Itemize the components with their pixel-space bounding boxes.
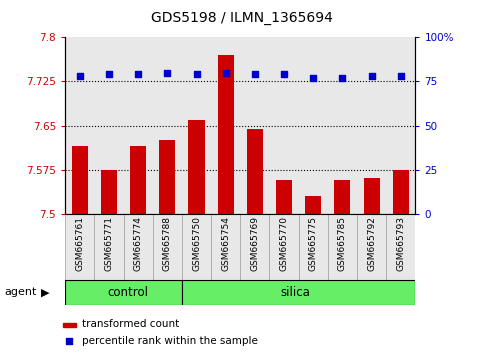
Bar <box>386 214 415 280</box>
Bar <box>94 214 124 280</box>
Bar <box>270 214 298 280</box>
Point <box>339 75 346 81</box>
Text: percentile rank within the sample: percentile rank within the sample <box>82 336 258 346</box>
Text: agent: agent <box>5 287 37 297</box>
Point <box>193 72 200 77</box>
Bar <box>65 280 182 305</box>
Text: GDS5198 / ILMN_1365694: GDS5198 / ILMN_1365694 <box>151 11 332 25</box>
Text: GSM665785: GSM665785 <box>338 216 347 271</box>
Bar <box>182 214 211 280</box>
Text: GSM665761: GSM665761 <box>75 216 85 271</box>
Bar <box>188 120 204 214</box>
Point <box>222 70 229 75</box>
Text: GSM665754: GSM665754 <box>221 216 230 271</box>
Bar <box>247 129 263 214</box>
Point <box>397 73 405 79</box>
Bar <box>72 146 88 214</box>
Bar <box>276 180 292 214</box>
Point <box>105 72 113 77</box>
Point <box>368 73 375 79</box>
Point <box>280 72 288 77</box>
Bar <box>241 214 270 280</box>
Bar <box>328 214 357 280</box>
Text: GSM665770: GSM665770 <box>280 216 288 271</box>
Text: ▶: ▶ <box>41 287 50 297</box>
Bar <box>357 214 386 280</box>
Bar <box>153 214 182 280</box>
Text: GSM665793: GSM665793 <box>396 216 405 271</box>
Bar <box>334 180 351 214</box>
Bar <box>124 214 153 280</box>
Text: transformed count: transformed count <box>82 319 179 330</box>
Bar <box>130 146 146 214</box>
Text: GSM665788: GSM665788 <box>163 216 172 271</box>
Text: GSM665774: GSM665774 <box>134 216 142 271</box>
Point <box>65 338 73 343</box>
Bar <box>393 170 409 214</box>
Bar <box>218 55 234 214</box>
Bar <box>298 214 328 280</box>
Text: GSM665775: GSM665775 <box>309 216 318 271</box>
Bar <box>305 196 321 214</box>
Text: silica: silica <box>281 286 311 299</box>
Point <box>251 72 259 77</box>
Bar <box>65 214 94 280</box>
Bar <box>63 323 76 326</box>
Text: GSM665769: GSM665769 <box>250 216 259 271</box>
Point <box>163 70 171 75</box>
Text: control: control <box>107 286 148 299</box>
Bar <box>182 280 415 305</box>
Bar <box>211 214 241 280</box>
Bar <box>159 141 175 214</box>
Point <box>310 75 317 81</box>
Text: GSM665750: GSM665750 <box>192 216 201 271</box>
Point <box>134 72 142 77</box>
Bar <box>101 170 117 214</box>
Bar <box>364 178 380 214</box>
Text: GSM665771: GSM665771 <box>104 216 114 271</box>
Point <box>76 73 84 79</box>
Text: GSM665792: GSM665792 <box>367 216 376 271</box>
